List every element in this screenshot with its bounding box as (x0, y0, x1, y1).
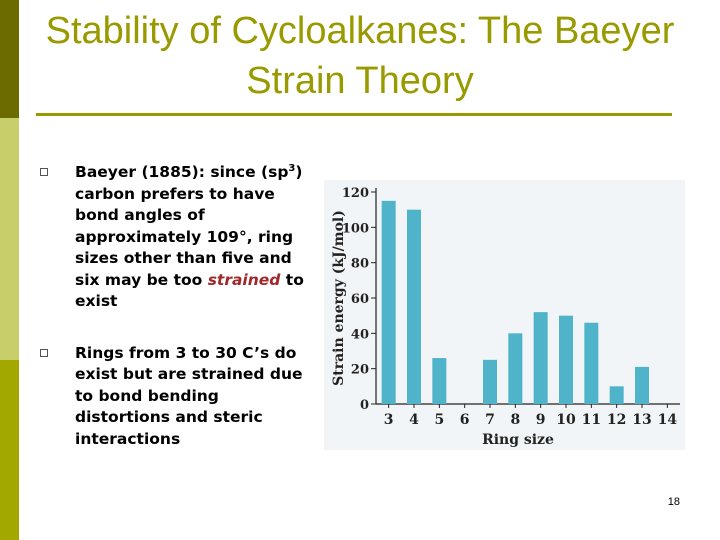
y-tick-label: 40 (351, 327, 369, 342)
y-tick-label: 20 (351, 363, 369, 378)
bullet-item-rings: Rings from 3 to 30 C’s do exist but are … (40, 343, 315, 451)
bullet-text: Rings from 3 to 30 C’s do exist but are … (75, 343, 303, 448)
bar-ring-4 (407, 209, 421, 404)
x-tick-label: 12 (607, 412, 626, 428)
bullet-item-baeyer: Baeyer (1885): since (sp3) carbon prefer… (40, 162, 315, 313)
sidebar-band-mid (0, 360, 19, 540)
bar-ring-8 (508, 333, 523, 404)
x-tick-label: 14 (658, 412, 678, 428)
bar-ring-7 (483, 359, 497, 404)
x-tick-label: 7 (485, 412, 495, 428)
x-tick-label: 4 (409, 412, 419, 428)
sidebar-decoration (0, 0, 19, 540)
x-tick-label: 6 (460, 412, 470, 428)
bullet-list: Baeyer (1885): since (sp3) carbon prefer… (40, 162, 315, 450)
y-tick-label: 120 (342, 186, 369, 201)
bar-ring-5 (432, 358, 447, 404)
bar-ring-10 (559, 315, 573, 404)
x-tick-label: 9 (536, 412, 546, 428)
y-tick-label: 60 (351, 292, 369, 307)
bar-ring-12 (609, 386, 624, 404)
chart-svg: 0 20 40 60 80 100 120 3 4 5 6 7 8 9 10 11 12 13 14 Ring siz… (331, 186, 680, 448)
x-tick-label: 3 (384, 412, 394, 428)
y-tick-label: 80 (351, 257, 369, 272)
square-bullet-icon (40, 168, 48, 176)
x-axis-title: Ring size (482, 432, 554, 448)
bar-ring-11 (584, 322, 599, 404)
x-tick-label: 10 (556, 412, 576, 428)
bullet-text: ) carbon prefers to have bond angles of … (75, 163, 303, 289)
strain-energy-chart: 0 20 40 60 80 100 120 3 4 5 6 7 8 9 10 11 12 13 14 Ring siz… (324, 180, 685, 450)
bullet-text: to exist (75, 270, 304, 311)
x-tick-label: 11 (582, 412, 601, 428)
x-tick-label: 8 (510, 412, 520, 428)
y-axis-title: Strain energy (kJ/mol) (331, 210, 347, 386)
bar-ring-3 (381, 200, 396, 404)
emphasis-text: strained (207, 270, 281, 289)
sidebar-band-light (0, 118, 19, 360)
superscript: 3 (288, 162, 296, 174)
slide-title: Stability of Cycloalkanes: The Baeyer St… (45, 10, 675, 102)
y-tick-label: 0 (360, 398, 369, 413)
sidebar-band-dark (0, 0, 19, 118)
y-tick-label: 100 (342, 221, 369, 236)
x-tick-label: 5 (434, 412, 444, 428)
square-bullet-icon (40, 348, 48, 357)
bullet-text: Baeyer (1885): since (sp (75, 163, 289, 181)
bar-ring-9 (533, 312, 548, 404)
page-number: 18 (667, 496, 680, 508)
bar-ring-13 (635, 366, 649, 404)
x-tick-label: 13 (632, 412, 651, 428)
title-divider (36, 113, 672, 116)
